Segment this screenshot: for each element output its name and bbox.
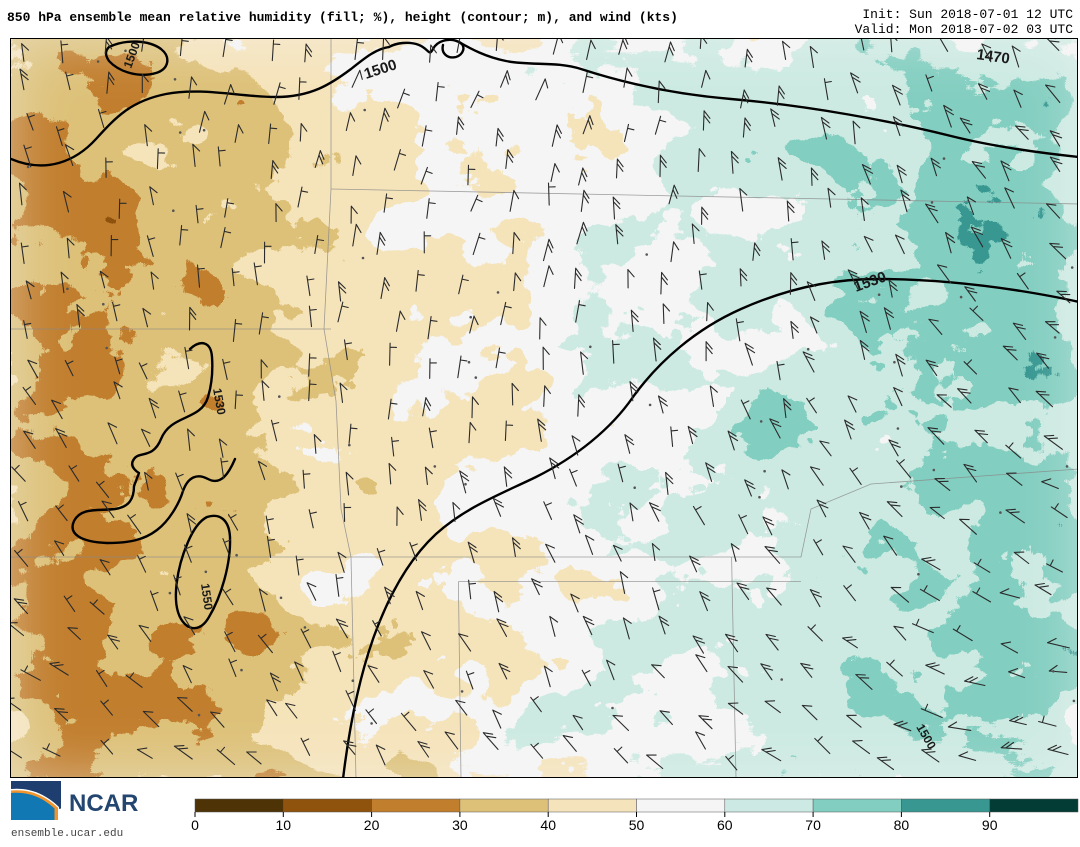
svg-text:ensemble.ucar.edu: ensemble.ucar.edu	[11, 828, 123, 840]
svg-text:30: 30	[452, 817, 468, 833]
svg-text:70: 70	[805, 817, 821, 833]
svg-text:NCAR: NCAR	[69, 790, 138, 817]
svg-text:10: 10	[276, 817, 292, 833]
svg-text:90: 90	[982, 817, 998, 833]
svg-text:20: 20	[364, 817, 380, 833]
svg-text:50: 50	[629, 817, 645, 833]
svg-text:0: 0	[191, 817, 199, 833]
svg-text:40: 40	[540, 817, 556, 833]
svg-text:80: 80	[894, 817, 910, 833]
svg-text:60: 60	[717, 817, 733, 833]
